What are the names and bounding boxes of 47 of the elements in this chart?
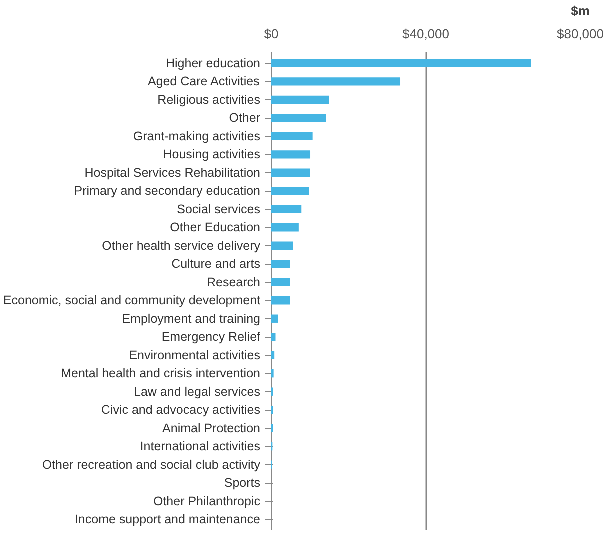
bar [272,351,275,360]
y-tick-label: Grant-making activities [133,129,260,144]
y-tick-label: Income support and maintenance [74,512,261,527]
y-tick-label: Other Education [170,220,261,235]
bar [272,242,294,250]
y-tick-label: Housing activities [163,148,260,162]
y-tick-label: Research [207,275,261,290]
y-tick-label: Other recreation and social club activity [42,458,262,472]
bar [272,296,290,305]
y-tick-label: Social services [177,202,261,216]
x-tick-label: $0 [264,26,279,42]
y-tick-label: Other health service delivery [102,238,262,253]
x-tick-label: $80,000 [557,26,604,42]
bar [272,333,276,342]
y-tick-label: Mental health and crisis intervention [61,366,261,381]
y-tick-label: Sports [224,476,261,490]
bar [272,150,311,159]
y-tick-label: Primary and secondary education [74,184,261,198]
bar [272,187,310,196]
y-tick-label: Economic, social and community development [3,294,262,308]
bar [272,114,326,122]
y-tick-label: Employment and training [122,312,261,326]
y-tick-label: Other Philanthropic [154,494,261,508]
bar [272,132,313,141]
bar [272,96,330,104]
y-tick-label: Animal Protection [162,421,261,436]
bar [272,59,532,68]
y-tick-label: Higher education [166,56,261,70]
bar [272,260,290,268]
y-tick-label: Culture and arts [172,257,261,272]
y-tick-label: Emergency Relief [162,330,262,344]
y-tick-label: Law and legal services [134,384,261,399]
bar [272,314,278,323]
bar [272,168,310,178]
y-tick-label: Civic and advocacy activities [101,403,261,418]
bar [272,205,302,214]
bar [272,224,299,232]
y-tick-label: Hospital Services Rehabilitation [84,166,261,180]
bar [272,78,401,86]
y-tick-label: Environmental activities [129,348,261,362]
bar [272,278,290,286]
y-tick-label: Religious activities [158,92,261,107]
y-tick-label: Aged Care Activities [148,74,260,89]
y-tick-label: International activities [140,440,260,454]
y-tick-label: Other [229,111,261,126]
x-axis-title: $m [571,4,590,18]
x-tick-label: $40,000 [402,26,450,42]
